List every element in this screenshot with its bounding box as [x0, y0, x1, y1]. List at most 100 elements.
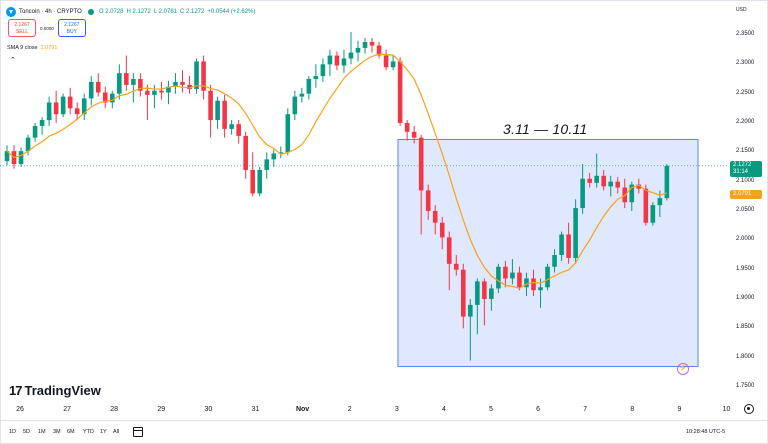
candle-down — [102, 92, 108, 103]
candle-down — [222, 100, 227, 129]
candle-up — [355, 47, 361, 53]
ohlc-open: O 2.0728 — [98, 9, 124, 15]
price-tick-label: 2.0500 — [736, 207, 755, 213]
candle-up — [573, 208, 578, 258]
candle-up — [348, 52, 354, 59]
branding-text: TradingView — [24, 383, 101, 398]
spread-value: 0.0000 — [40, 25, 54, 31]
timeframe-button[interactable]: YTD — [83, 429, 94, 435]
candle-down — [425, 190, 431, 211]
candle-up — [552, 255, 557, 267]
time-tick-label: 3 — [394, 406, 399, 413]
price-tick-label: 2.1500 — [736, 148, 755, 155]
price-tick-label: 2.2500 — [736, 89, 755, 96]
sell-price: 2.1267 — [14, 22, 30, 28]
candle-up — [257, 169, 263, 194]
sell-label: SELL — [15, 29, 29, 35]
timeframe-button[interactable]: 1M — [38, 429, 46, 435]
timeframe-button[interactable]: 6M — [67, 429, 75, 435]
candle-up — [390, 61, 396, 68]
last-price-badge: 2.1272 31:14 — [730, 161, 762, 177]
candle-up — [629, 184, 635, 203]
candle-up — [271, 153, 277, 160]
candle-down — [643, 188, 649, 223]
candle-down — [461, 269, 466, 317]
time-tick-label: 4 — [441, 406, 446, 413]
price-tick-label: 1.8500 — [736, 324, 755, 331]
timeframe-button[interactable]: All — [113, 429, 120, 435]
date-range-label[interactable]: 3.11 — 10.11 — [503, 121, 588, 137]
candle-down — [67, 96, 73, 109]
timeframe-button[interactable]: 3M — [53, 429, 61, 435]
time-tick-label: 31 — [251, 406, 260, 413]
time-tick-label: 28 — [110, 406, 119, 413]
time-tick-label: 5 — [489, 406, 493, 413]
time-tick-label: 6 — [536, 406, 541, 413]
candle-down — [208, 90, 213, 121]
candle-down — [615, 181, 621, 188]
candle-down — [74, 108, 80, 115]
candle-down — [145, 90, 150, 95]
ohlc-low: L 2.0781 — [153, 9, 177, 15]
bar-countdown: 31:14 — [733, 169, 749, 175]
candle-down — [566, 234, 571, 258]
symbol-header: Toncoin · 4h · CRYPTO O 2.0728 H 2.1272 … — [6, 5, 258, 19]
candle-down — [411, 131, 417, 138]
candle-down — [250, 169, 255, 194]
candle-up — [510, 272, 515, 279]
symbol-name[interactable]: Toncoin · 4h · CRYPTO — [19, 9, 82, 15]
timeframe-button[interactable]: 1Y — [100, 429, 107, 435]
candle-up — [278, 152, 284, 154]
candle-up — [131, 79, 136, 85]
candle-down — [418, 137, 424, 191]
candle-down — [369, 42, 375, 46]
time-tick-label: 9 — [677, 406, 682, 413]
sma-line — [6, 53, 668, 290]
trade-panel: 2.1267 SELL 0.0000 2.1267 BUY — [8, 19, 86, 37]
candle-up — [46, 102, 52, 121]
candle-up — [545, 266, 550, 288]
candle-up — [264, 159, 270, 170]
bottom-toolbar: 1D 5D 1M 3M 6M YTD 1Y All 10:28:48 UTC-5 — [0, 420, 768, 444]
candle-down — [236, 124, 241, 136]
candle-up — [25, 137, 31, 152]
sma-legend[interactable]: SMA 9 close 2.0791 — [7, 45, 57, 51]
candle-up — [166, 86, 171, 93]
timeframe-button[interactable]: 5D — [23, 429, 31, 435]
buy-button[interactable]: 2.1267 BUY — [57, 19, 86, 37]
calendar-icon[interactable] — [133, 427, 143, 437]
candle-up — [538, 287, 543, 291]
candle-up — [4, 151, 10, 162]
candle-up — [341, 58, 347, 66]
candle-up — [194, 61, 199, 89]
candle-down — [201, 61, 206, 91]
candle-up — [32, 125, 38, 138]
gear-icon[interactable] — [744, 404, 754, 414]
timeframe-button[interactable]: 1D — [9, 429, 17, 435]
candle-up — [60, 96, 66, 115]
candle-up — [594, 175, 599, 183]
candle-up — [650, 205, 656, 223]
candle-up — [559, 234, 564, 255]
candle-up — [664, 165, 670, 199]
sell-button[interactable]: 2.1267 SELL — [8, 19, 36, 37]
lightning-icon[interactable]: ⚡ — [677, 363, 689, 375]
candle-up — [320, 64, 326, 77]
currency-label[interactable]: USD — [736, 7, 747, 13]
tradingview-logo[interactable]: 17 TradingView — [9, 383, 101, 398]
candle-up — [313, 76, 319, 79]
clock-readout[interactable]: 10:28:48 UTC-5 — [686, 429, 726, 435]
candle-down — [482, 281, 487, 299]
price-tick-label: 2.3500 — [736, 31, 755, 37]
candle-up — [117, 73, 122, 94]
collapse-legend-icon[interactable]: ⌃ — [10, 57, 16, 64]
candle-up — [306, 79, 312, 94]
market-status-icon — [87, 9, 94, 15]
candle-up — [152, 90, 157, 95]
candle-up — [299, 93, 305, 97]
candle-down — [446, 237, 452, 264]
candle-up — [608, 181, 614, 187]
time-tick-label: 30 — [204, 406, 213, 413]
buy-label: BUY — [66, 29, 77, 35]
